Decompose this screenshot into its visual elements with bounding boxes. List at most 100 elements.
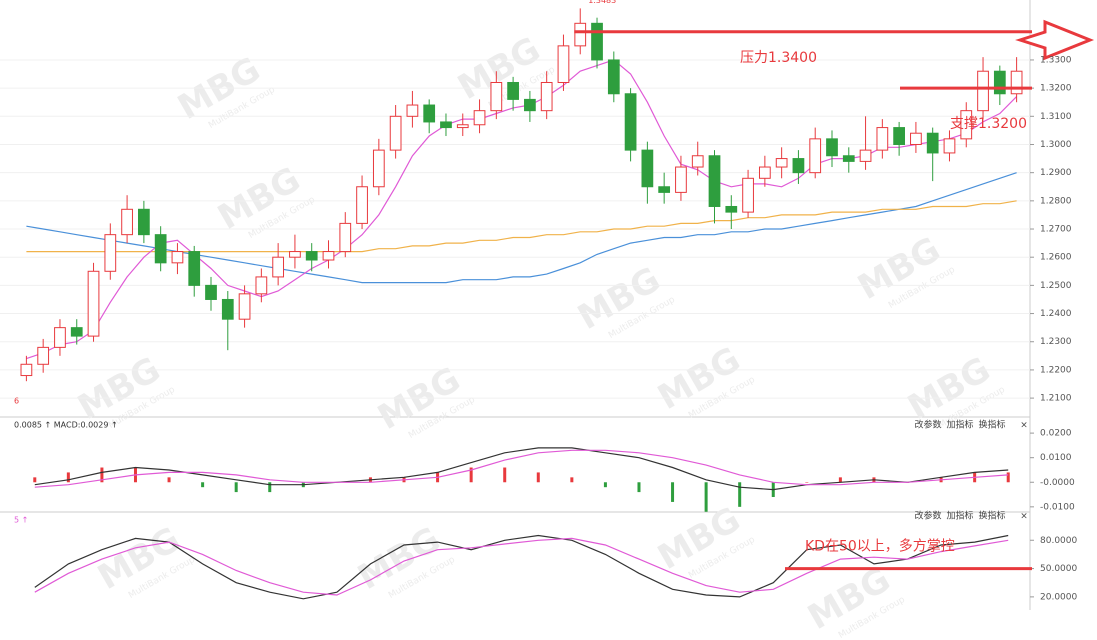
- macd-bar: [671, 482, 675, 502]
- candle-body: [993, 70, 1006, 95]
- panel-button[interactable]: 加指标: [946, 419, 973, 431]
- macd-bar: [469, 467, 473, 483]
- candle-body: [524, 98, 536, 112]
- candle-body: [675, 166, 687, 193]
- candle-body: [154, 234, 167, 264]
- y-tick-label: 1.2600: [1040, 253, 1072, 263]
- macd-bar: [637, 482, 641, 493]
- candle-body: [859, 149, 872, 162]
- candle-body: [725, 205, 738, 213]
- candle-body: [607, 59, 620, 95]
- y-tick-label: -0.0000: [1040, 478, 1075, 488]
- y-tick-label: 50.0000: [1040, 564, 1077, 574]
- candle-body: [138, 208, 150, 236]
- candle-body: [389, 115, 402, 151]
- candle-body: [876, 127, 889, 151]
- candle-body: [758, 166, 771, 179]
- candle-body: [691, 155, 704, 168]
- level-label: 压力1.3400: [740, 50, 817, 66]
- macd-bar: [201, 482, 205, 488]
- line: [34, 449, 1009, 488]
- candle-body: [742, 177, 754, 213]
- line: [34, 537, 1009, 596]
- candle-body: [977, 70, 989, 112]
- candle-body: [557, 45, 570, 83]
- y-tick-label: 1.2100: [1040, 394, 1072, 404]
- y-tick-label: 1.2800: [1040, 196, 1072, 206]
- candle-body: [104, 234, 117, 272]
- macd-bar: [33, 477, 37, 483]
- macd-bar: [536, 472, 540, 483]
- candle-body: [591, 22, 603, 61]
- candle-body: [121, 208, 133, 236]
- candle-body: [87, 270, 100, 337]
- macd-bar: [234, 482, 238, 493]
- candle-body: [255, 276, 268, 295]
- candle-body: [289, 251, 301, 258]
- y-tick-label: 1.3300: [1040, 55, 1072, 65]
- macd-bar: [570, 477, 574, 483]
- candle-body: [507, 81, 519, 100]
- candle-body: [624, 93, 637, 151]
- candle-body: [926, 132, 939, 154]
- panel-header: 5 ↑: [14, 516, 28, 525]
- candle-body: [406, 104, 419, 117]
- macd-bar: [838, 477, 842, 483]
- candle-body: [188, 251, 201, 286]
- candle-body: [20, 363, 33, 377]
- high-label: 1.3483: [588, 0, 616, 5]
- macd-bar: [603, 482, 607, 488]
- candle-body: [910, 132, 922, 145]
- macd-bar: [268, 482, 272, 493]
- y-tick-label: 1.2900: [1040, 168, 1072, 178]
- candle-body: [490, 81, 503, 112]
- panel-button[interactable]: 加指标: [946, 510, 973, 522]
- candle-body: [792, 158, 805, 174]
- panel-button[interactable]: 换指标: [978, 419, 1005, 431]
- candle-body: [205, 284, 217, 300]
- candle-body: [322, 251, 335, 261]
- macd-bar: [805, 482, 809, 483]
- candle-body: [423, 104, 436, 123]
- candle-body: [356, 186, 368, 224]
- panel-button[interactable]: ×: [1020, 512, 1028, 522]
- candle-body: [658, 186, 671, 193]
- candle-body: [372, 149, 385, 188]
- y-tick-label: 1.2200: [1040, 365, 1072, 375]
- y-tick-label: 1.3100: [1040, 112, 1072, 122]
- y-tick-label: 1.2400: [1040, 309, 1072, 319]
- candle-body: [54, 327, 66, 348]
- panel-header: 0.0085 ↑ MACD:0.0029 ↑: [14, 421, 118, 430]
- macd-bar: [100, 467, 104, 483]
- y-tick-label: -0.0100: [1040, 502, 1075, 512]
- candle-body: [339, 222, 352, 253]
- candle-body: [272, 256, 285, 278]
- macd-bar: [66, 472, 70, 483]
- y-tick-label: 1.3200: [1040, 84, 1072, 94]
- line: [34, 534, 1009, 600]
- candle-body: [775, 158, 788, 168]
- candle-body: [809, 138, 822, 174]
- level-label: KD在50以上，多方掌控: [805, 538, 955, 555]
- candle-body: [221, 298, 234, 320]
- y-tick-label: 80.0000: [1040, 536, 1077, 546]
- macd-bar: [704, 482, 708, 512]
- corner-label: 6: [14, 397, 19, 406]
- y-tick-label: 1.2700: [1040, 225, 1072, 235]
- level-label: 支撑1.3200: [950, 116, 1027, 132]
- candle-body: [473, 110, 486, 126]
- line: [34, 447, 1009, 491]
- candle-body: [893, 127, 905, 145]
- panel-button[interactable]: 改参数: [914, 419, 941, 431]
- candle-body: [238, 293, 251, 320]
- macd-bar: [167, 477, 171, 483]
- y-tick-label: 1.3000: [1040, 140, 1072, 150]
- panel-button[interactable]: ×: [1020, 421, 1028, 431]
- panel-button[interactable]: 改参数: [914, 510, 941, 522]
- candle-body: [171, 251, 184, 264]
- candle-body: [960, 110, 973, 140]
- panel-button[interactable]: 换指标: [978, 510, 1005, 522]
- candle-body: [540, 81, 553, 112]
- y-tick-label: 0.0100: [1040, 453, 1072, 463]
